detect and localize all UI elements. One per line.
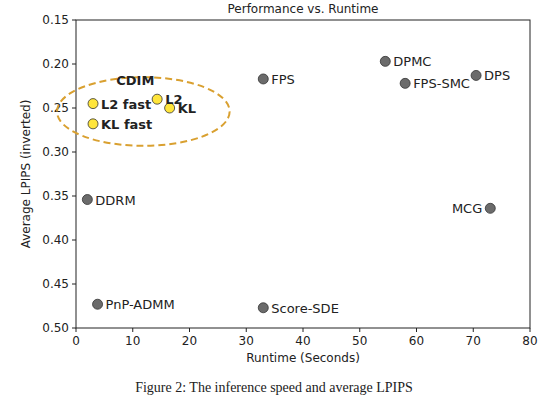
y-tick-label: 0.20 xyxy=(42,57,69,71)
y-tick-label: 0.30 xyxy=(42,145,69,159)
x-tick-label: 50 xyxy=(352,334,367,348)
x-tick xyxy=(132,328,133,332)
point xyxy=(258,74,268,84)
y-tick-label: 0.35 xyxy=(42,189,69,203)
x-tick-label: 0 xyxy=(72,334,80,348)
y-tick xyxy=(72,328,76,329)
point xyxy=(82,195,92,205)
point xyxy=(88,119,98,129)
point-label: PnP-ADMM xyxy=(106,297,175,312)
y-tick-label: 0.15 xyxy=(42,13,69,27)
x-tick xyxy=(359,328,360,332)
y-axis-label: Average LPIPS (inverted) xyxy=(19,100,33,249)
point-label: FPS xyxy=(271,72,295,87)
point-label: L2 fast xyxy=(101,97,151,112)
point-label: DDRM xyxy=(95,193,135,208)
y-tick xyxy=(72,20,76,21)
x-tick xyxy=(303,328,304,332)
x-tick-label: 10 xyxy=(125,334,140,348)
caption: Figure 2: The inference speed and averag… xyxy=(135,380,413,395)
point-label: KL fast xyxy=(101,117,152,132)
x-axis-label: Runtime (Seconds) xyxy=(246,351,360,365)
y-tick xyxy=(72,196,76,197)
point xyxy=(152,94,162,104)
point xyxy=(485,203,495,213)
point xyxy=(471,70,481,80)
point-label: MCG xyxy=(452,201,482,216)
plot-frame xyxy=(76,20,530,328)
y-tick xyxy=(72,108,76,109)
point xyxy=(93,299,103,309)
y-tick-label: 0.40 xyxy=(42,233,69,247)
point xyxy=(88,99,98,109)
x-tick-label: 70 xyxy=(466,334,481,348)
point-label: KL xyxy=(178,101,196,116)
group-label: CDIM xyxy=(116,73,154,88)
x-tick-label: 20 xyxy=(182,334,197,348)
x-tick xyxy=(416,328,417,332)
y-tick xyxy=(72,240,76,241)
x-tick xyxy=(530,328,531,332)
x-tick-label: 60 xyxy=(409,334,424,348)
point xyxy=(258,303,268,313)
x-tick-label: 30 xyxy=(239,334,254,348)
x-tick xyxy=(246,328,247,332)
y-tick xyxy=(72,284,76,285)
x-tick xyxy=(473,328,474,332)
point-label: DPMC xyxy=(393,54,431,69)
y-tick-label: 0.25 xyxy=(42,101,69,115)
x-tick xyxy=(76,328,77,332)
x-tick xyxy=(189,328,190,332)
y-tick-label: 0.45 xyxy=(42,277,69,291)
point xyxy=(380,56,390,66)
point-label: FPS-SMC xyxy=(413,76,470,91)
y-tick xyxy=(72,64,76,65)
title: Performance vs. Runtime xyxy=(228,2,379,16)
x-tick-label: 80 xyxy=(522,334,537,348)
x-tick-label: 40 xyxy=(295,334,310,348)
point xyxy=(400,78,410,88)
point-label: Score-SDE xyxy=(271,301,339,316)
y-tick-label: 0.50 xyxy=(42,321,69,335)
point-label: DPS xyxy=(484,68,510,83)
y-tick xyxy=(72,152,76,153)
chart: Performance vs. Runtime 0 10 20 30 40 50 60 70 80… xyxy=(0,0,548,398)
